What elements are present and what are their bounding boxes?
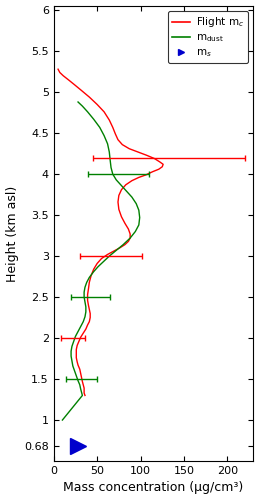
Y-axis label: Height (km asl): Height (km asl)	[5, 186, 19, 282]
X-axis label: Mass concentration (µg/cm³): Mass concentration (µg/cm³)	[63, 482, 244, 494]
Legend: Flight m$_c$, m$_\mathrm{dust}$, m$_s$: Flight m$_c$, m$_\mathrm{dust}$, m$_s$	[168, 12, 248, 64]
